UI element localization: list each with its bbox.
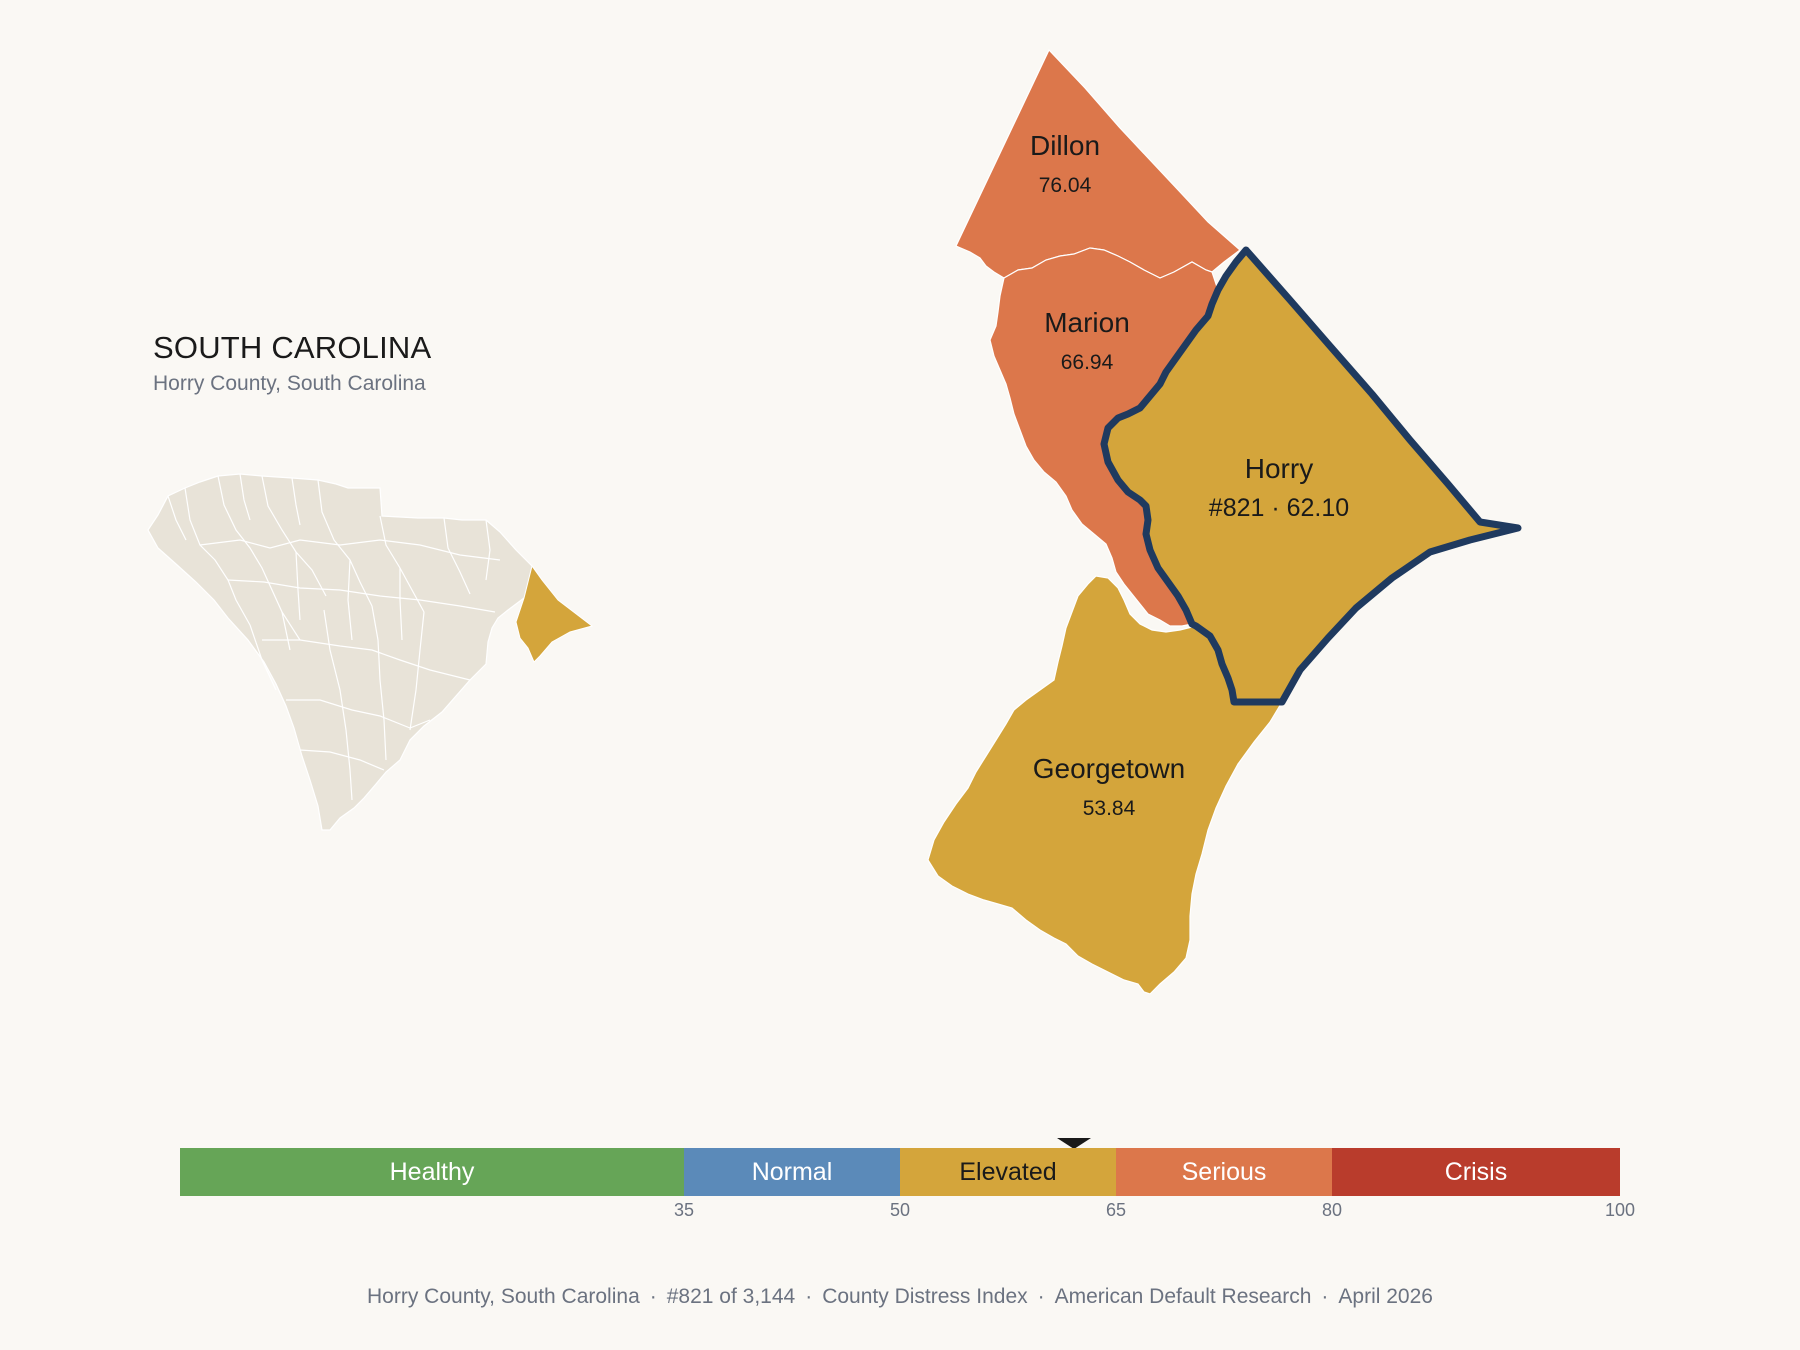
county-score-marion: 66.94 (1061, 351, 1114, 374)
state-subtitle: Horry County, South Carolina (153, 372, 426, 395)
county-score-georgetown: 53.84 (1083, 797, 1136, 820)
state-overview-map (147, 473, 594, 831)
legend-tick: 50 (889, 1200, 911, 1220)
county-score-horry: #821 · 62.10 (1209, 494, 1349, 522)
footer-separator: · (805, 1285, 813, 1308)
legend-segment-normal: Normal (684, 1148, 900, 1196)
footer-caption: Horry County, South Carolina · #821 of 3,1… (0, 1285, 1800, 1309)
legend-segment-crisis: Crisis (1332, 1148, 1620, 1196)
county-dillon[interactable] (955, 48, 1241, 279)
county-label-georgetown: Georgetown (1033, 753, 1186, 784)
footer-item: April 2026 (1338, 1285, 1433, 1308)
distress-legend: Healthy Normal Elevated Serious Crisis (180, 1148, 1620, 1196)
legend-segment-healthy: Healthy (180, 1148, 684, 1196)
footer-item: American Default Research (1054, 1285, 1312, 1308)
state-county-lines (167, 473, 501, 801)
footer-separator: · (1321, 1285, 1329, 1308)
legend-tick: 65 (1105, 1200, 1127, 1220)
legend-segment-serious: Serious (1116, 1148, 1332, 1196)
state-title: SOUTH CAROLINA (153, 330, 432, 365)
region-map: Dillon 76.04 Marion 66.94 Horry #821 · 6… (927, 48, 1522, 995)
footer-separator: · (1037, 1285, 1045, 1308)
footer-separator: · (649, 1285, 657, 1308)
footer-item: Horry County, South Carolina (367, 1285, 640, 1308)
footer-item: County Distress Index (822, 1285, 1028, 1308)
legend-segment-elevated: Elevated (900, 1148, 1116, 1196)
legend-tick: 80 (1321, 1200, 1343, 1220)
state-outline (147, 473, 543, 831)
overview-horry-highlight (515, 564, 594, 663)
selected-value-marker (1057, 1138, 1092, 1149)
county-label-dillon: Dillon (1030, 130, 1100, 161)
county-horry[interactable] (1100, 246, 1522, 706)
legend-tick: 35 (673, 1200, 695, 1220)
legend-ticks: 35 50 65 80 100 (180, 1200, 1635, 1224)
county-label-marion: Marion (1044, 307, 1130, 338)
footer-item: #821 of 3,144 (666, 1285, 796, 1308)
legend-tick: 100 (1604, 1200, 1636, 1220)
county-score-dillon: 76.04 (1039, 174, 1092, 197)
county-label-horry: Horry (1245, 453, 1313, 484)
